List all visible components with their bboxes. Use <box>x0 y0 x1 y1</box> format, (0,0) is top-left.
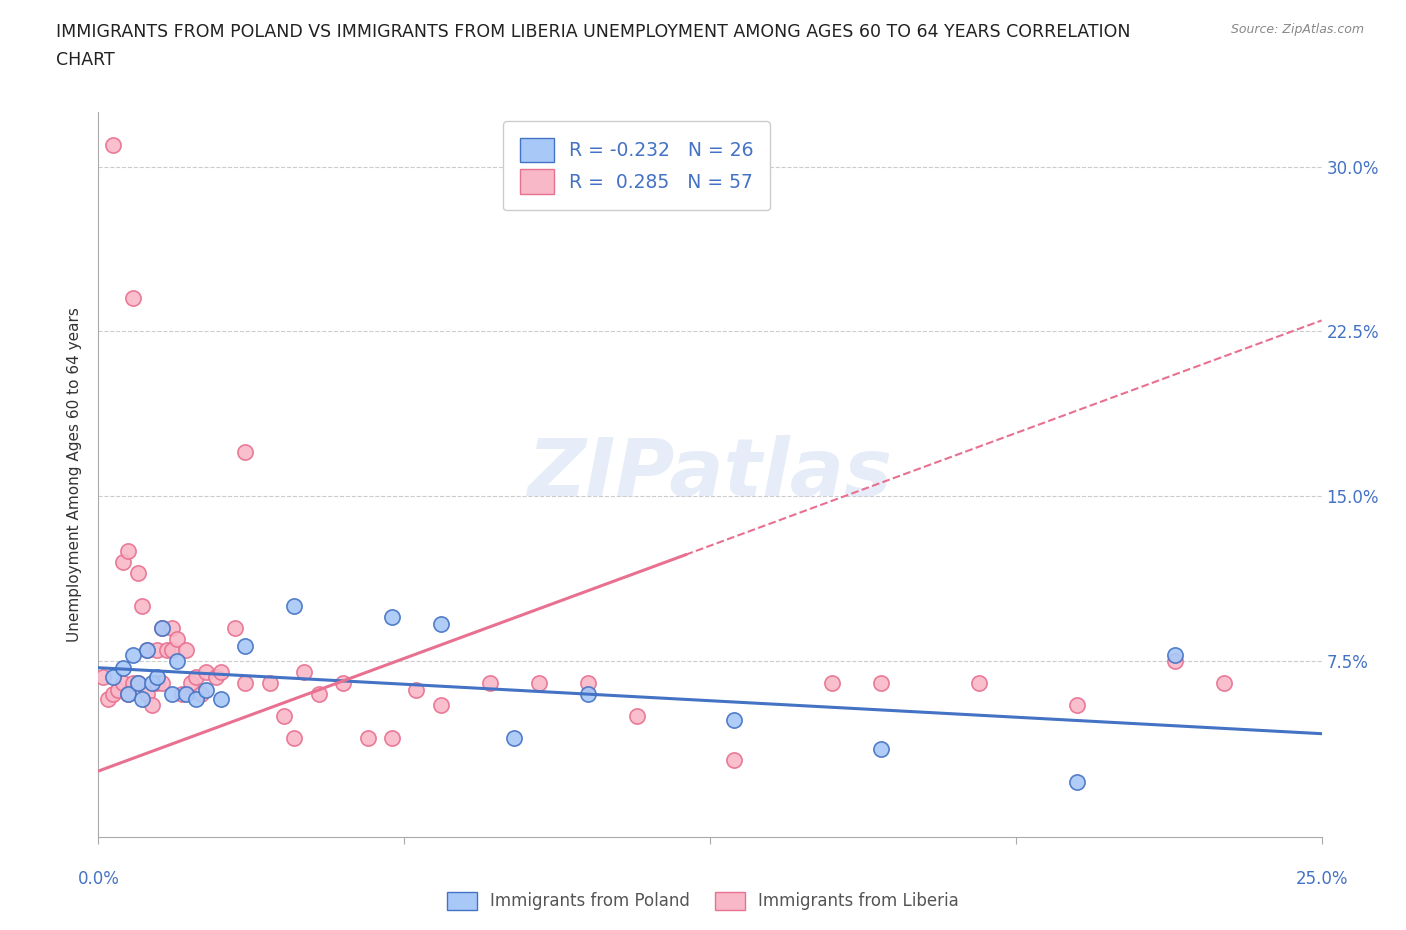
Point <box>233 638 256 653</box>
Point <box>91 669 114 684</box>
Point <box>186 691 208 706</box>
Point <box>170 686 193 701</box>
Point <box>233 445 256 459</box>
Point <box>283 599 305 614</box>
Point <box>1066 775 1088 790</box>
Legend: Immigrants from Poland, Immigrants from Liberia: Immigrants from Poland, Immigrants from … <box>440 885 966 917</box>
Point <box>136 643 159 658</box>
Point <box>101 686 124 701</box>
Text: 0.0%: 0.0% <box>77 870 120 887</box>
Point <box>430 698 453 712</box>
Point <box>576 676 599 691</box>
Point <box>141 676 163 691</box>
Point <box>136 686 159 701</box>
Point <box>146 643 169 658</box>
Point <box>1066 698 1088 712</box>
Text: IMMIGRANTS FROM POLAND VS IMMIGRANTS FROM LIBERIA UNEMPLOYMENT AMONG AGES 60 TO : IMMIGRANTS FROM POLAND VS IMMIGRANTS FRO… <box>56 23 1130 41</box>
Point <box>576 686 599 701</box>
Point <box>332 676 354 691</box>
Point <box>176 643 198 658</box>
Point <box>127 676 149 691</box>
Point <box>160 686 183 701</box>
Point <box>195 683 218 698</box>
Point <box>1164 647 1187 662</box>
Point <box>356 731 378 746</box>
Legend: R = -0.232   N = 26, R =  0.285   N = 57: R = -0.232 N = 26, R = 0.285 N = 57 <box>503 121 770 210</box>
Point <box>503 731 526 746</box>
Point <box>150 620 173 635</box>
Point <box>292 665 315 680</box>
Point <box>209 691 232 706</box>
Point <box>150 676 173 691</box>
Point <box>117 686 139 701</box>
Point <box>121 291 143 306</box>
Point <box>870 741 893 756</box>
Point <box>723 713 745 728</box>
Point <box>146 669 169 684</box>
Point <box>527 676 550 691</box>
Point <box>146 676 169 691</box>
Point <box>156 643 179 658</box>
Point <box>381 731 404 746</box>
Point <box>186 669 208 684</box>
Point <box>723 752 745 767</box>
Point <box>97 691 120 706</box>
Point <box>150 620 173 635</box>
Point <box>195 665 218 680</box>
Point <box>430 617 453 631</box>
Point <box>870 676 893 691</box>
Point <box>111 660 134 675</box>
Point <box>166 654 188 669</box>
Point <box>111 676 134 691</box>
Point <box>209 665 232 680</box>
Point <box>224 620 246 635</box>
Point <box>308 686 330 701</box>
Text: 25.0%: 25.0% <box>1295 870 1348 887</box>
Point <box>967 676 990 691</box>
Point <box>121 676 143 691</box>
Point <box>1212 676 1234 691</box>
Point <box>283 731 305 746</box>
Point <box>233 676 256 691</box>
Point <box>117 544 139 559</box>
Point <box>107 683 129 698</box>
Point <box>127 565 149 580</box>
Point <box>101 669 124 684</box>
Point <box>405 683 427 698</box>
Point <box>160 620 183 635</box>
Text: ZIPatlas: ZIPatlas <box>527 435 893 513</box>
Text: CHART: CHART <box>56 51 115 69</box>
Point <box>190 686 212 701</box>
Point <box>176 686 198 701</box>
Text: Source: ZipAtlas.com: Source: ZipAtlas.com <box>1230 23 1364 36</box>
Point <box>117 686 139 701</box>
Point <box>141 698 163 712</box>
Point <box>478 676 501 691</box>
Point <box>1164 654 1187 669</box>
Point <box>821 676 844 691</box>
Point <box>127 676 149 691</box>
Point <box>259 676 281 691</box>
Point <box>180 676 202 691</box>
Point <box>381 610 404 625</box>
Point <box>166 631 188 646</box>
Point <box>273 709 295 724</box>
Point <box>131 599 153 614</box>
Point <box>101 137 124 152</box>
Point <box>205 669 228 684</box>
Point <box>136 643 159 658</box>
Y-axis label: Unemployment Among Ages 60 to 64 years: Unemployment Among Ages 60 to 64 years <box>67 307 83 642</box>
Point <box>121 647 143 662</box>
Point <box>131 691 153 706</box>
Point <box>111 555 134 570</box>
Point <box>626 709 648 724</box>
Point <box>160 643 183 658</box>
